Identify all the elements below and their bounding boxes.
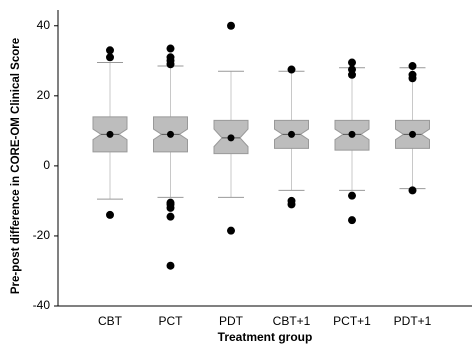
- outlier: [166, 212, 175, 221]
- y-tick-label: -40: [33, 298, 51, 312]
- x-tick-label: PDT+1: [394, 314, 432, 328]
- outlier: [106, 46, 114, 55]
- outlier: [408, 74, 417, 83]
- median-dot: [348, 130, 356, 138]
- median-dot: [167, 130, 174, 138]
- y-axis-label: Pre-post difference in CORE-OM Clinical …: [10, 38, 22, 294]
- outlier: [106, 53, 114, 62]
- outlier: [227, 21, 235, 30]
- outlier: [227, 226, 235, 235]
- outlier: [166, 261, 175, 270]
- outlier: [348, 216, 356, 225]
- outlier: [348, 70, 356, 79]
- outlier: [348, 58, 356, 67]
- y-tick-label: 0: [43, 158, 50, 172]
- median-dot: [227, 134, 235, 142]
- outlier: [408, 186, 417, 195]
- y-tick-label: 20: [37, 88, 51, 102]
- median-dot: [288, 130, 295, 138]
- median-dot: [409, 130, 416, 138]
- x-axis-label: Treatment group: [218, 330, 313, 344]
- x-tick-label: PCT: [159, 314, 184, 328]
- x-tick-label: PCT+1: [333, 314, 371, 328]
- y-tick-label: 40: [37, 18, 51, 32]
- outlier: [166, 44, 175, 53]
- outlier: [166, 203, 175, 212]
- outlier: [166, 60, 175, 69]
- y-tick-label: -20: [33, 228, 51, 242]
- outlier: [287, 65, 296, 74]
- outlier: [408, 62, 417, 71]
- x-tick-label: CBT+1: [273, 314, 311, 328]
- outlier: [348, 191, 356, 200]
- outlier: [106, 210, 114, 219]
- median-dot: [106, 130, 114, 138]
- x-tick-label: PDT: [219, 314, 244, 328]
- outlier: [287, 200, 296, 209]
- x-tick-label: CBT: [98, 314, 123, 328]
